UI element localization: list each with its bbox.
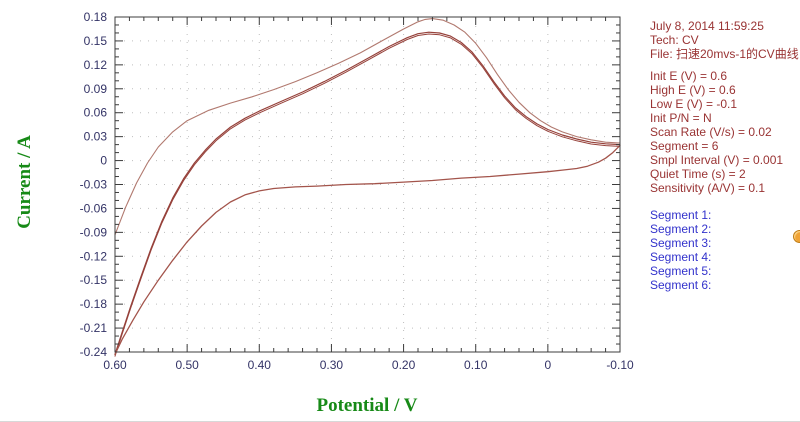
- cv-curve-segments-2-4-6-return-scans: [114, 144, 621, 356]
- segment-result-2: Segment 2:: [650, 222, 712, 236]
- parameter-list: Init E (V) = 0.6 High E (V) = 0.6 Low E …: [650, 69, 799, 195]
- y-tick-label: -0.03: [80, 178, 108, 192]
- segment-result-5: Segment 5:: [650, 264, 712, 278]
- orange-marker-icon: [793, 230, 800, 243]
- cv-curves: [114, 18, 621, 357]
- segment-result-6: Segment 6:: [650, 278, 712, 292]
- y-tick-label: -0.18: [80, 297, 108, 311]
- segment-result-list: Segment 1: Segment 2: Segment 3: Segment…: [650, 208, 799, 292]
- param-sensitivity: Sensitivity (A/V) = 0.1: [650, 181, 766, 195]
- cv-curve-segments-3-5-forward-scans-overlap: [114, 33, 621, 357]
- cv-plot-area: 0.60 0.50 0.40 0.30 0.20 0.10 0 -0.10 0.18 0.15 0.…: [14, 10, 634, 416]
- segment-result-3: Segment 3:: [650, 236, 712, 250]
- cv-curve-segments-3-5-forward-scans: [114, 31, 621, 355]
- param-low-e: Low E (V) = -0.1: [650, 97, 738, 111]
- x-tick-label: 0.60: [103, 358, 127, 372]
- y-tick-label: -0.15: [80, 273, 108, 287]
- technique-label: Tech: CV: [650, 33, 699, 47]
- x-axis-title: Potential / V: [317, 395, 418, 416]
- x-tick-label: 0.10: [464, 358, 488, 372]
- y-tick-label: -0.21: [80, 321, 108, 335]
- param-quiet-time: Quiet Time (s) = 2: [650, 167, 746, 181]
- timestamp: July 8, 2014 11:59:25: [650, 19, 764, 33]
- param-init-pn: Init P/N = N: [650, 111, 712, 125]
- y-tick-label: 0.18: [84, 10, 108, 24]
- param-high-e: High E (V) = 0.6: [650, 83, 736, 97]
- param-smpl-interval: Smpl Interval (V) = 0.001: [650, 153, 784, 167]
- y-tick-label: -0.12: [80, 249, 108, 263]
- y-tick-label: 0.12: [84, 58, 108, 72]
- x-tick-label: 0.30: [320, 358, 344, 372]
- y-axis-title: Current / A: [14, 135, 35, 229]
- cv-curve-segment-1-forward-scan: [114, 18, 621, 236]
- run-header: July 8, 2014 11:59:25 Tech: CV File: 扫速2…: [650, 19, 799, 61]
- param-init-e: Init E (V) = 0.6: [650, 69, 728, 83]
- y-tick-label: -0.24: [80, 345, 108, 359]
- x-tick-label: -0.10: [606, 358, 634, 372]
- x-tick-label: 0.40: [248, 358, 272, 372]
- x-tick-label: 0: [545, 358, 552, 372]
- y-tick-label: 0.09: [84, 82, 108, 96]
- tick-labels: 0.60 0.50 0.40 0.30 0.20 0.10 0 -0.10 0.18 0.15 0.…: [80, 10, 634, 372]
- info-panel: July 8, 2014 11:59:25 Tech: CV File: 扫速2…: [650, 19, 799, 292]
- x-tick-label: 0.20: [392, 358, 416, 372]
- y-tick-label: 0.06: [84, 106, 108, 120]
- segment-result-4: Segment 4:: [650, 250, 712, 264]
- y-tick-label: -0.09: [80, 225, 108, 239]
- file-name: File: 扫速20mvs-1的CV曲线: [650, 47, 799, 61]
- y-tick-label: 0.03: [84, 130, 108, 144]
- y-tick-label: -0.06: [80, 201, 108, 215]
- param-segment: Segment = 6: [650, 139, 719, 153]
- axis-ticks: [114, 16, 621, 353]
- x-tick-label: 0.50: [175, 358, 199, 372]
- param-scan-rate: Scan Rate (V/s) = 0.02: [650, 125, 772, 139]
- y-tick-label: 0.15: [84, 34, 108, 48]
- segment-result-1: Segment 1:: [650, 208, 712, 222]
- y-tick-label: 0: [100, 154, 107, 168]
